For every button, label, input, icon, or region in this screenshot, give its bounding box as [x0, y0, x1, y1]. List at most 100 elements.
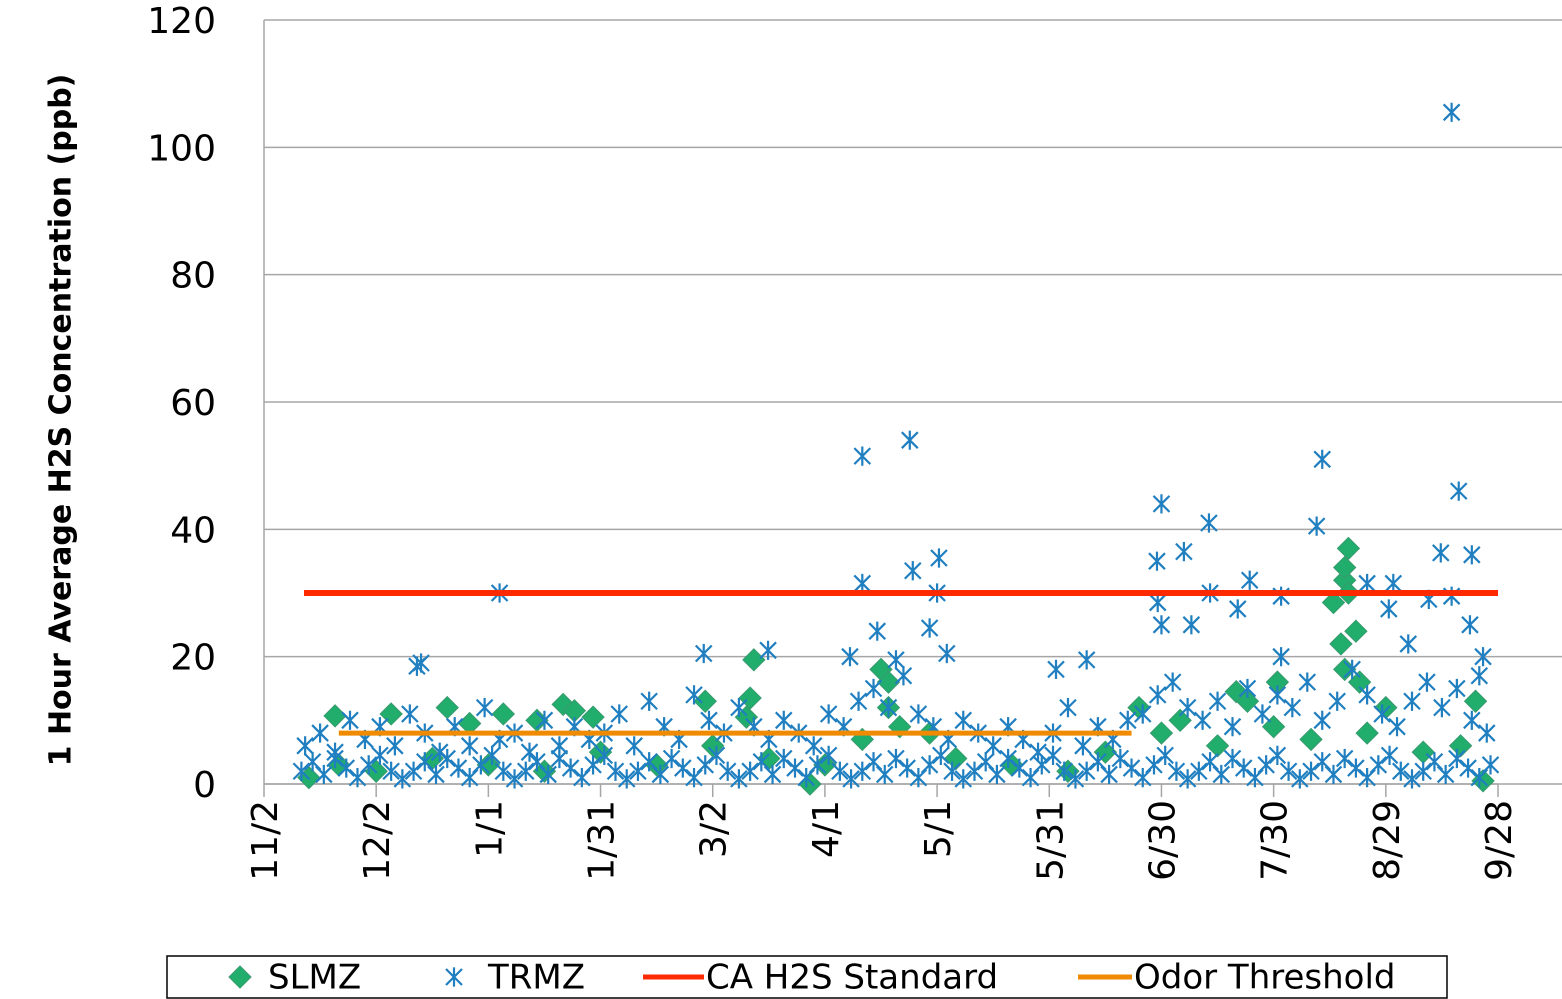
asterisk-point — [853, 761, 872, 781]
asterisk-point — [1403, 769, 1421, 789]
asterisk-point — [819, 745, 838, 765]
diamond-point — [1332, 555, 1357, 580]
asterisk-point — [1156, 745, 1174, 765]
asterisk-point — [932, 745, 950, 765]
asterisk-point — [460, 736, 479, 756]
asterisk-point — [954, 769, 973, 789]
asterisk-point — [1145, 755, 1163, 775]
asterisk-point — [1358, 573, 1376, 594]
asterisk-point — [774, 710, 793, 730]
asterisk-point — [1152, 494, 1171, 514]
asterisk-point — [1066, 769, 1085, 789]
asterisk-point — [909, 704, 928, 724]
asterisk-point — [1373, 704, 1391, 724]
asterisk-point — [1228, 599, 1247, 619]
asterisk-point — [1148, 592, 1167, 613]
asterisk-point — [875, 764, 894, 785]
asterisk-point — [1272, 586, 1290, 606]
x-tick-label: 5/31 — [1030, 800, 1071, 881]
asterisk-point — [887, 748, 905, 769]
asterisk-point — [1240, 570, 1259, 590]
asterisk-point — [1313, 710, 1332, 730]
asterisk-point — [1111, 748, 1130, 769]
asterisk-point — [1313, 449, 1332, 469]
asterisk-point — [539, 764, 557, 785]
asterisk-point — [1029, 742, 1047, 762]
asterisk-point — [1100, 764, 1118, 785]
asterisk-point — [1268, 745, 1287, 765]
x-tick-label: 9/28 — [1479, 800, 1520, 881]
asterisk-point — [1392, 761, 1410, 781]
asterisk-point — [472, 755, 490, 775]
x-tick-label: 1/31 — [582, 800, 623, 881]
asterisk-point — [819, 704, 838, 724]
asterisk-point — [610, 704, 629, 724]
asterisk-point — [718, 761, 737, 781]
asterisk-point — [475, 698, 494, 718]
diamond-point — [491, 702, 516, 726]
asterisk-point — [1279, 761, 1298, 781]
asterisk-point — [1223, 717, 1242, 737]
asterisk-point — [1347, 758, 1365, 778]
asterisk-point — [1193, 710, 1212, 730]
diamond-point — [323, 704, 347, 728]
asterisk-point — [1148, 551, 1166, 571]
diamond-point — [379, 702, 403, 726]
asterisk-point — [651, 764, 670, 785]
asterisk-point — [1369, 755, 1388, 775]
asterisk-point — [1055, 761, 1074, 781]
asterisk-point — [1399, 634, 1418, 654]
x-tick-label: 3/2 — [694, 800, 735, 858]
asterisk-point — [1449, 481, 1468, 501]
asterisk-point — [505, 769, 524, 789]
asterisk-point — [696, 755, 715, 775]
asterisk-point — [879, 698, 898, 718]
legend-label: SLMZ — [268, 958, 361, 998]
plot-area — [292, 102, 1500, 796]
asterisk-point — [1033, 755, 1051, 775]
asterisk-point — [1059, 698, 1077, 718]
asterisk-point — [662, 748, 681, 769]
asterisk-point — [427, 764, 445, 785]
asterisk-point — [1298, 672, 1317, 692]
asterisk-point — [584, 755, 602, 775]
asterisk-point — [1074, 736, 1092, 756]
asterisk-point — [1163, 672, 1182, 692]
diamond-point — [1205, 734, 1230, 758]
asterisk-point — [550, 736, 569, 756]
diamond-point — [435, 695, 459, 720]
asterisk-point — [430, 742, 449, 762]
asterisk-point — [1478, 723, 1496, 743]
asterisk-point — [1223, 748, 1242, 769]
asterisk-point — [315, 764, 333, 785]
diamond-point — [693, 689, 717, 713]
asterisk-point — [326, 742, 344, 762]
diamond-point — [1355, 721, 1379, 745]
diamond-point — [1321, 590, 1346, 615]
y-tick-label: 0 — [193, 765, 216, 806]
diamond-point — [1448, 734, 1473, 758]
x-tick-label: 12/2 — [357, 800, 398, 881]
asterisk-point — [1208, 691, 1227, 711]
legend-box — [166, 955, 1448, 999]
asterisk-point — [483, 745, 501, 765]
asterisk-point — [1238, 678, 1257, 699]
asterisk-point — [1047, 659, 1065, 679]
asterisk-point — [943, 761, 961, 781]
diamond-point — [1344, 619, 1368, 643]
asterisk-point — [1190, 761, 1208, 781]
asterisk-point — [1436, 764, 1455, 785]
x-tick-label: 1/1 — [469, 800, 510, 858]
asterisk-point — [774, 748, 793, 769]
asterisk-point — [1388, 717, 1406, 737]
diamond-point — [1374, 695, 1398, 720]
y-tick-label: 20 — [170, 638, 216, 679]
asterisk-point — [853, 446, 872, 466]
asterisk-point — [494, 761, 513, 781]
y-tick-label: 80 — [170, 256, 216, 297]
asterisk-point — [999, 748, 1017, 769]
legend-label: TRMZ — [487, 958, 585, 998]
asterisk-point — [1167, 761, 1186, 781]
asterisk-point — [930, 548, 948, 568]
asterisk-point — [606, 761, 625, 781]
